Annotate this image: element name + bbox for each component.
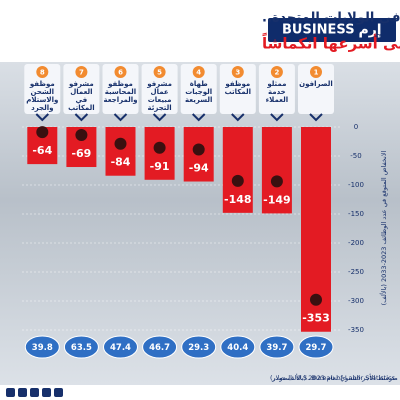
chevron bbox=[152, 113, 167, 122]
value-label: -69 bbox=[71, 147, 91, 160]
wage-circle bbox=[181, 335, 217, 359]
chevron bbox=[309, 113, 323, 122]
bar bbox=[261, 127, 292, 214]
job-icon bbox=[310, 293, 322, 306]
header-card bbox=[24, 64, 61, 114]
header-card bbox=[298, 64, 334, 114]
brand-logo: إرم bbox=[358, 22, 381, 38]
job-icon bbox=[75, 129, 88, 142]
value-label: -353 bbox=[302, 312, 330, 325]
rank-badge bbox=[75, 66, 88, 78]
rank: 4 bbox=[196, 69, 201, 77]
y-tick-label: -50 bbox=[350, 152, 361, 160]
value-label: -84 bbox=[111, 156, 131, 169]
value-label: -149 bbox=[263, 193, 291, 206]
rank: 8 bbox=[40, 69, 45, 77]
header-card bbox=[102, 64, 139, 114]
chart-title: مشهد الوظائف في الولايات المتحدة.. bbox=[262, 11, 400, 26]
value-label: -148 bbox=[224, 193, 252, 206]
y-tick-label: -250 bbox=[348, 268, 364, 276]
header-card bbox=[63, 64, 100, 114]
job-icon bbox=[231, 174, 244, 187]
wage-circle bbox=[24, 335, 60, 359]
bar bbox=[222, 127, 253, 213]
chevron bbox=[231, 113, 245, 122]
wage-label: 29.7 bbox=[306, 343, 327, 353]
wage-circle bbox=[259, 335, 295, 359]
wage-label: 47.4 bbox=[110, 343, 131, 353]
y-tick-label: -350 bbox=[348, 326, 364, 334]
category-label: موظفو المحاسبة والمراجعة bbox=[103, 80, 138, 104]
chevron bbox=[113, 113, 128, 122]
category-label: مشرفو العمال في المكاتب bbox=[68, 80, 95, 112]
wage-label: 39.8 bbox=[32, 343, 53, 353]
job-icon bbox=[114, 137, 127, 150]
rank-badge bbox=[153, 66, 166, 78]
rank: 6 bbox=[118, 69, 123, 77]
y-axis-label: الانخفاض المتوقع في عدد الوظائف 2023-203… bbox=[379, 150, 388, 305]
wage-note: متوسط الأجر السنوي لعام 2023 (بالألف دول… bbox=[270, 373, 398, 382]
rank: 5 bbox=[157, 69, 162, 77]
value-label: -64 bbox=[32, 144, 52, 157]
chevron bbox=[191, 113, 206, 122]
wage-label: 63.5 bbox=[71, 343, 92, 353]
wage-circle bbox=[142, 335, 178, 359]
category-label: الصرافون bbox=[299, 80, 333, 88]
category-label: مشرفو عمال مبيعات التجزئة bbox=[147, 80, 172, 112]
chevron bbox=[74, 113, 89, 122]
y-tick-label: -150 bbox=[348, 210, 364, 218]
rank: 2 bbox=[274, 69, 279, 77]
brand-name: BUSINESS bbox=[282, 23, 355, 38]
footer bbox=[0, 385, 400, 400]
chevron bbox=[270, 113, 284, 122]
y-tick-label: 0 bbox=[354, 123, 358, 131]
social-icons bbox=[6, 388, 63, 397]
value-label: -94 bbox=[189, 162, 209, 175]
category-label: طهاة الوجبات السريعة bbox=[185, 80, 213, 104]
category-label: موظفو الشحن والاستلام والجرد bbox=[26, 80, 59, 112]
rank-badge bbox=[231, 66, 244, 78]
rank-badge bbox=[270, 66, 283, 78]
source: المصدر: U.S. Bureau of Labor Statistics bbox=[271, 374, 395, 382]
rank: 7 bbox=[79, 69, 84, 77]
wage-label: 29.3 bbox=[188, 343, 209, 353]
wage-circle bbox=[63, 335, 99, 359]
wage-circle bbox=[298, 335, 334, 359]
header-card bbox=[141, 64, 178, 114]
wage-label: 40.4 bbox=[227, 343, 248, 353]
wage-circle bbox=[220, 335, 256, 359]
value-label: -91 bbox=[150, 160, 170, 173]
rank: 3 bbox=[235, 69, 240, 77]
header-card bbox=[258, 64, 295, 114]
job-icon bbox=[192, 143, 205, 156]
wage-label: 39.7 bbox=[266, 343, 287, 353]
y-tick-label: -200 bbox=[348, 239, 364, 247]
category-label: موظفو المكاتب bbox=[224, 80, 252, 96]
y-tick-label: -300 bbox=[348, 297, 364, 305]
bar bbox=[105, 127, 136, 176]
wage-circle bbox=[103, 335, 138, 359]
rank-badge bbox=[310, 66, 322, 78]
rank-badge bbox=[192, 66, 205, 78]
job-icon bbox=[153, 141, 166, 154]
job-icon bbox=[36, 126, 49, 139]
header-card bbox=[180, 64, 217, 114]
logo-box bbox=[268, 18, 396, 42]
chevron bbox=[35, 113, 50, 122]
y-tick-label: -100 bbox=[348, 181, 364, 189]
rank-badge bbox=[36, 66, 49, 78]
rank: 1 bbox=[314, 69, 319, 77]
job-icon bbox=[270, 175, 283, 188]
rank-badge bbox=[114, 66, 127, 78]
header-card bbox=[219, 64, 256, 114]
chart-subtitle: تعرف على أسرعها انكماشاً bbox=[262, 32, 400, 52]
category-label: ممثلو خدمة العملاء bbox=[265, 80, 289, 104]
wage-label: 46.7 bbox=[149, 343, 170, 353]
